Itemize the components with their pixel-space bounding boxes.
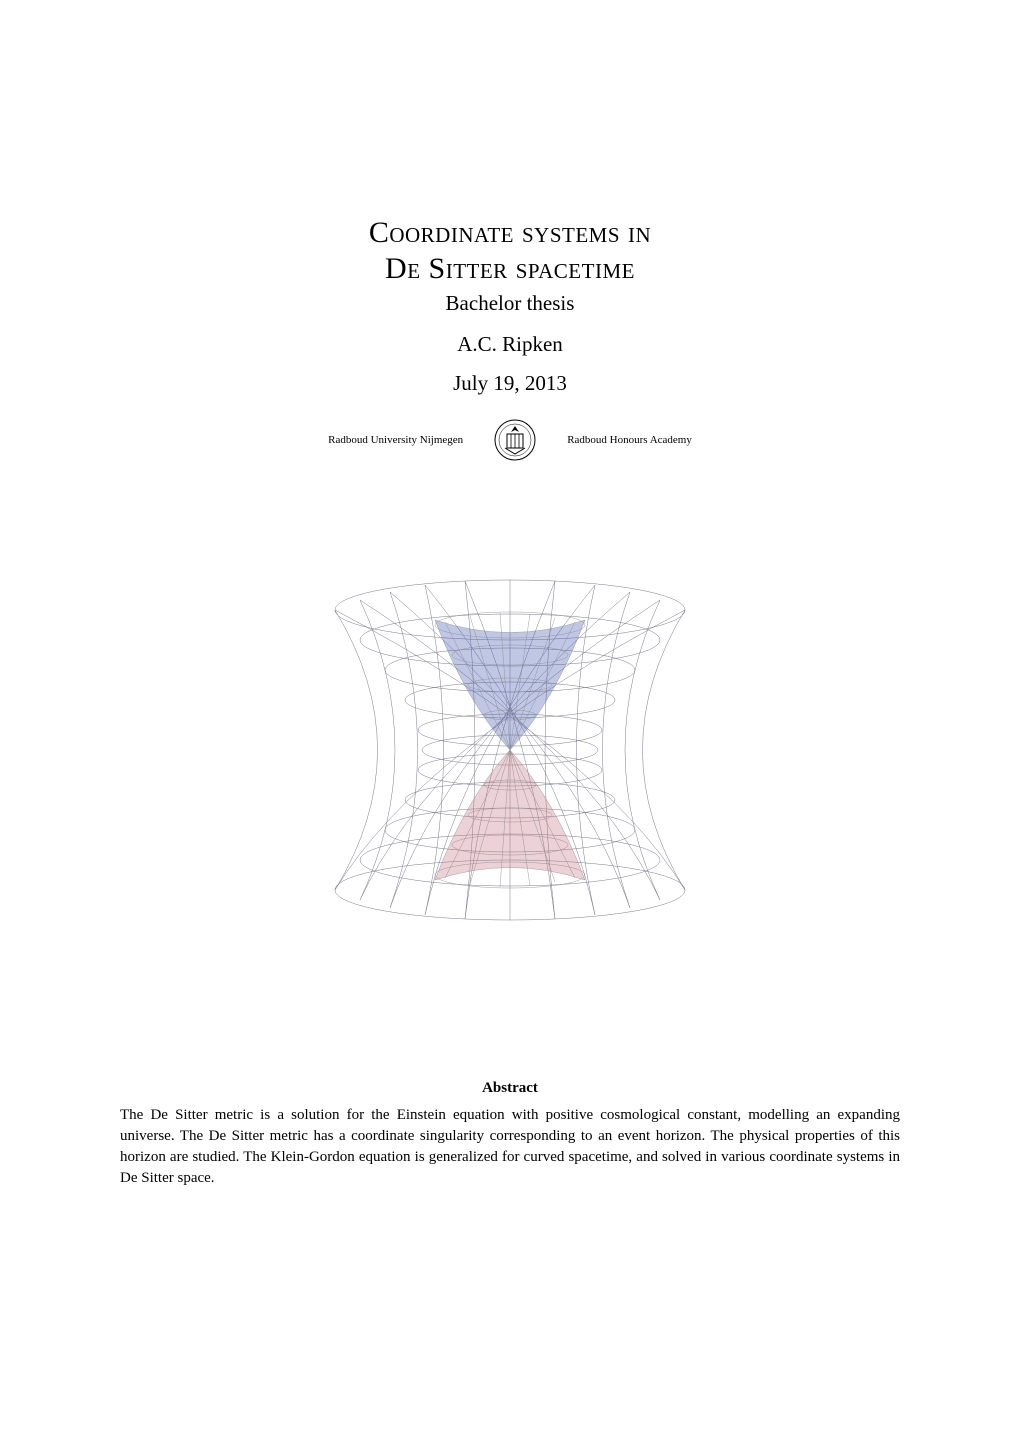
abstract-heading: Abstract xyxy=(120,1080,900,1097)
date: July 19, 2013 xyxy=(120,371,900,396)
title-line2: De Sitter spacetime xyxy=(120,251,900,287)
hyperboloid-figure xyxy=(120,550,900,930)
page: Coordinate systems in De Sitter spacetim… xyxy=(0,0,1020,1269)
university-seal-icon xyxy=(493,418,537,462)
affiliation-row: Radboud University Nijmegen Radboud Hono… xyxy=(120,418,900,462)
subtitle: Bachelor thesis xyxy=(120,291,900,316)
affiliation-right: Radboud Honours Academy xyxy=(567,434,692,446)
abstract-text: The De Sitter metric is a solution for t… xyxy=(120,1105,900,1189)
author: A.C. Ripken xyxy=(120,332,900,357)
title-line1: Coordinate systems in xyxy=(120,215,900,251)
title-block: Coordinate systems in De Sitter spacetim… xyxy=(120,215,900,396)
affiliation-left: Radboud University Nijmegen xyxy=(328,434,463,446)
abstract-block: Abstract The De Sitter metric is a solut… xyxy=(120,1080,900,1189)
